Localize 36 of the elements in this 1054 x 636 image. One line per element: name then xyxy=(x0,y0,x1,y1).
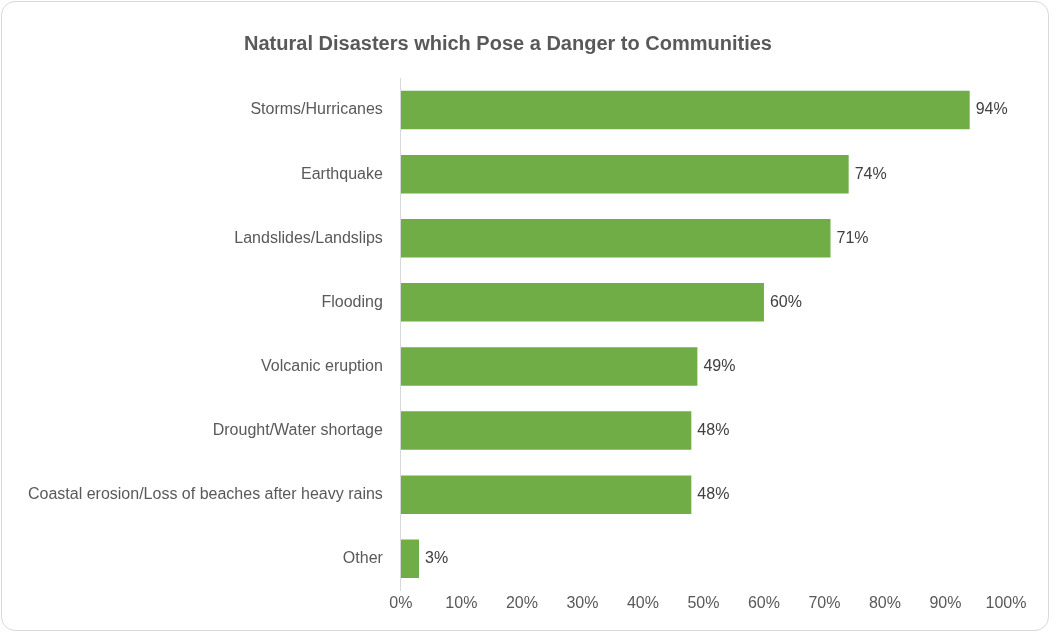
x-tick-label: 20% xyxy=(505,593,538,611)
data-label: 48% xyxy=(697,485,730,503)
x-tick-label: 60% xyxy=(747,593,780,611)
y-tick-label: Flooding xyxy=(321,292,383,310)
bar xyxy=(400,283,764,322)
data-label: 94% xyxy=(975,100,1008,118)
x-tick-label: 90% xyxy=(929,593,962,611)
y-tick-label: Landslides/Landslips xyxy=(234,228,383,246)
x-tick-label: 80% xyxy=(868,593,901,611)
x-tick-label: 50% xyxy=(687,593,720,611)
y-tick-label: Drought/Water shortage xyxy=(212,420,383,438)
bar xyxy=(400,154,849,194)
data-label: 74% xyxy=(854,164,887,182)
bar xyxy=(400,475,692,514)
x-tick-label: 40% xyxy=(626,593,659,611)
data-label: 60% xyxy=(769,292,802,310)
data-label: 3% xyxy=(425,549,449,567)
data-label: 49% xyxy=(703,356,736,374)
data-label: 48% xyxy=(697,420,730,438)
x-tick-label: 100% xyxy=(985,593,1027,611)
x-tick-label: 10% xyxy=(445,593,478,611)
bar xyxy=(400,219,831,258)
bar xyxy=(400,347,698,386)
x-tick-label: 30% xyxy=(566,593,599,611)
y-tick-label: Storms/Hurricanes xyxy=(250,100,383,118)
chart-title: Natural Disasters which Pose a Danger to Communities xyxy=(244,31,772,54)
y-tick-label: Coastal erosion/Loss of beaches after heavy rains xyxy=(27,485,383,503)
bar xyxy=(400,90,970,130)
data-label: 71% xyxy=(836,228,869,246)
y-tick-label: Other xyxy=(342,549,384,567)
bar xyxy=(400,539,420,578)
y-tick-label: Earthquake xyxy=(301,164,383,182)
x-tick-label: 70% xyxy=(808,593,841,611)
y-tick-label: Volcanic eruption xyxy=(261,356,383,374)
x-tick-label: 0% xyxy=(389,593,413,611)
bar xyxy=(400,411,692,450)
